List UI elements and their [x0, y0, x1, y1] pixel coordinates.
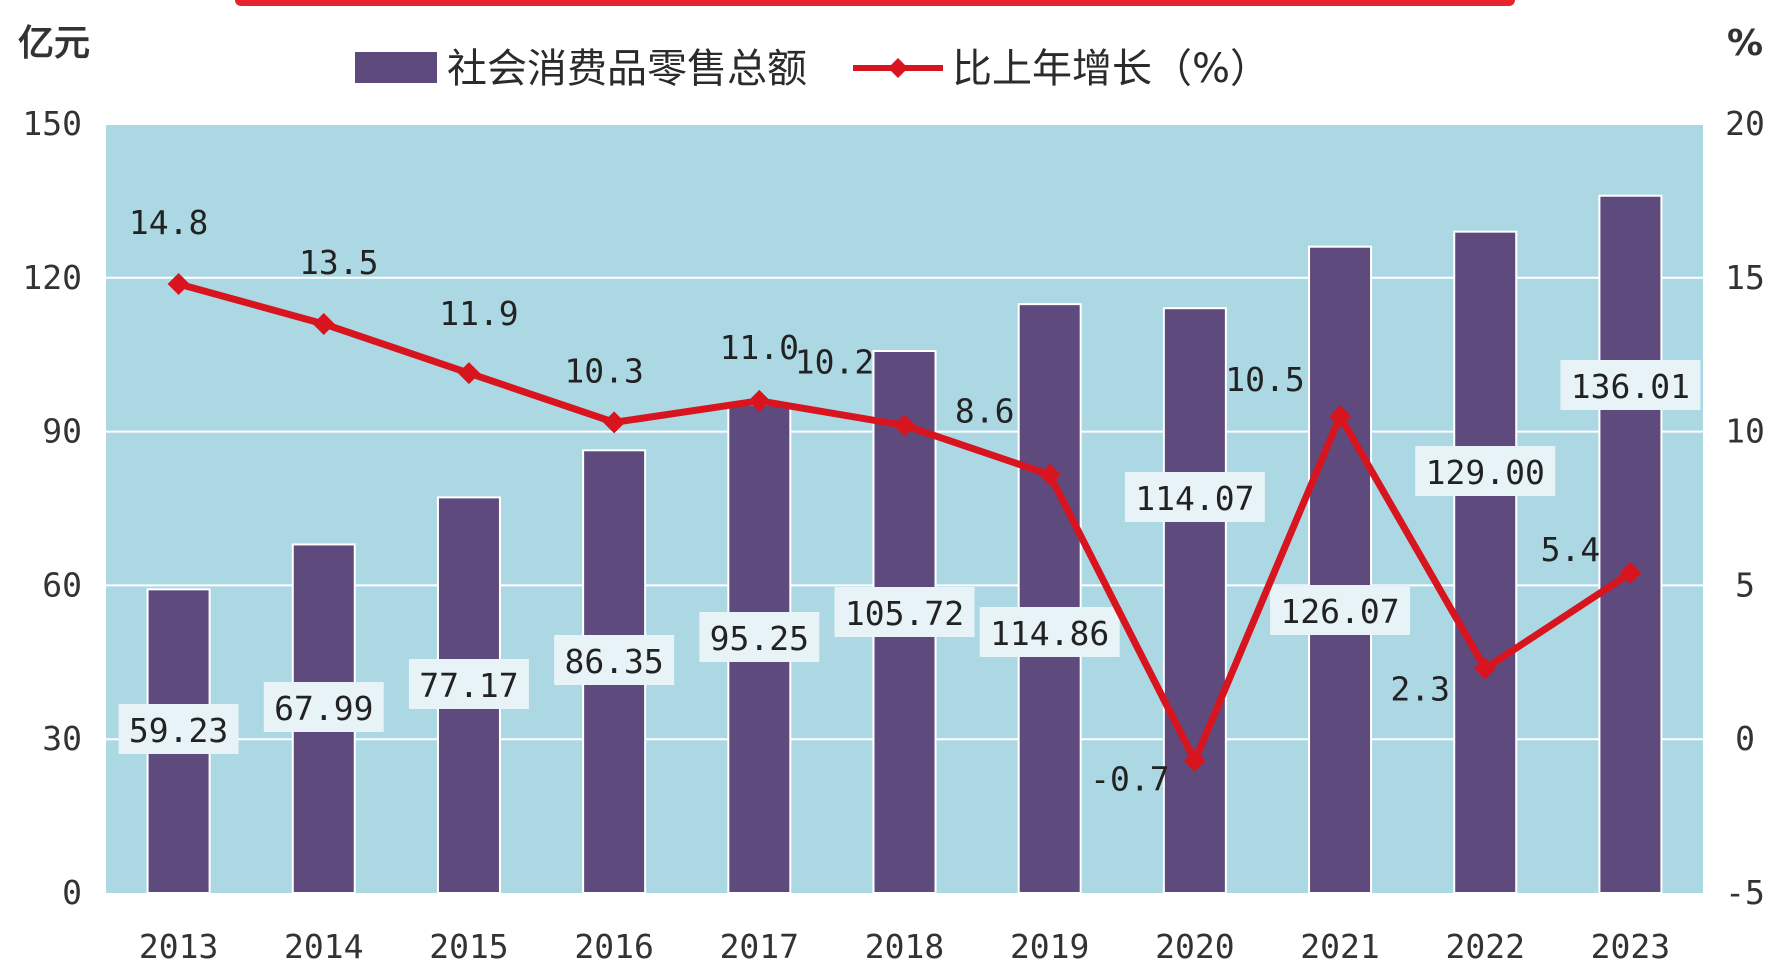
- growth-marker: [748, 389, 771, 412]
- bar-label-box: [1415, 446, 1556, 496]
- bar: [1017, 303, 1082, 894]
- growth-value-label: 5.4: [1541, 530, 1601, 569]
- right-tick-label: -5: [1725, 873, 1765, 912]
- left-axis-unit: 亿元: [18, 23, 90, 64]
- bar-label-box: [263, 682, 384, 732]
- bar-label-group: 77.17: [408, 659, 529, 709]
- growth-marker: [1329, 405, 1352, 428]
- growth-value-label: 10.2: [795, 342, 874, 381]
- bar-value-label: 114.07: [1135, 479, 1254, 518]
- growth-value-label: 2.3: [1390, 669, 1450, 708]
- growth-value-label: 10.5: [1225, 360, 1304, 399]
- growth-marker: [1474, 657, 1497, 680]
- bar-label-group: 129.00: [1415, 446, 1556, 496]
- x-tick-label: 2013: [139, 927, 218, 966]
- right-tick-label: 10: [1725, 412, 1765, 451]
- left-tick-label: 60: [42, 565, 82, 604]
- top-red-bar: [235, 0, 1515, 6]
- x-tick-label: 2016: [574, 927, 653, 966]
- growth-value-label: 11.0: [720, 328, 799, 367]
- bar-value-label: 136.01: [1571, 367, 1690, 406]
- bar: [1308, 245, 1373, 894]
- x-tick-label: 2021: [1300, 927, 1379, 966]
- growth-value-label: 13.5: [299, 243, 378, 282]
- bar-label-box: [1270, 585, 1411, 635]
- bar: [1598, 194, 1663, 895]
- bar-label-group: 114.07: [1124, 472, 1265, 522]
- x-tick-label: 2014: [284, 927, 363, 966]
- bar-label-group: 95.25: [699, 612, 820, 662]
- growth-labels: 14.8 13.5 11.9 10.3 11.010.2 8.6 -0.7 10.5 2.3 5.…: [129, 203, 1600, 799]
- legend: 社会消费品零售总额 比上年增长（%）: [355, 46, 1270, 92]
- bar-label-group: 114.86: [979, 607, 1120, 657]
- growth-marker: [167, 272, 190, 295]
- bar-label-box: [1124, 472, 1265, 522]
- left-tick-label: 30: [42, 719, 82, 758]
- legend-bar-swatch: [355, 52, 437, 83]
- bar-labels: 59.23 67.99 77.17 86.35 95.25 105.72 114.86 114…: [118, 360, 1701, 754]
- bar-value-label: 59.23: [129, 711, 228, 750]
- growth-marker: [1619, 562, 1642, 585]
- bar-value-label: 129.00: [1426, 453, 1545, 492]
- growth-marker: [603, 411, 626, 434]
- bar-label-group: 105.72: [834, 587, 975, 637]
- bar: [1162, 307, 1227, 895]
- bar: [1453, 230, 1518, 895]
- bar-value-label: 114.86: [990, 614, 1109, 653]
- x-tick-label: 2022: [1445, 927, 1524, 966]
- bar-label-box: [554, 635, 675, 685]
- x-tick-label: 2020: [1155, 927, 1234, 966]
- bar-value-label: 105.72: [845, 594, 964, 633]
- left-tick-label: 150: [22, 104, 82, 143]
- bar-label-box: [1560, 360, 1701, 410]
- legend-line-marker: [888, 58, 908, 78]
- bar-value-label: 77.17: [419, 666, 518, 705]
- bar-label-box: [834, 587, 975, 637]
- growth-value-label: 10.3: [564, 351, 643, 390]
- growth-markers: [167, 272, 1642, 772]
- bar-value-label: 126.07: [1280, 592, 1399, 631]
- bar-label-group: 126.07: [1270, 585, 1411, 635]
- growth-value-label: 11.9: [439, 294, 518, 333]
- bar-label-group: 136.01: [1560, 360, 1701, 410]
- right-tick-label: 5: [1735, 565, 1755, 604]
- growth-marker: [1038, 463, 1061, 486]
- right-axis-ticks: -5 0 5 10 15 20: [1725, 104, 1765, 912]
- bar-label-box: [979, 607, 1120, 657]
- growth-marker: [893, 414, 916, 437]
- x-axis-ticks: 2013 2014 2015 2016 2017 2018 2019 2020 2021 2022…: [139, 927, 1670, 966]
- x-tick-label: 2019: [1010, 927, 1089, 966]
- growth-value-label: 14.8: [129, 203, 208, 242]
- growth-marker: [312, 312, 335, 335]
- x-tick-label: 2018: [865, 927, 944, 966]
- bar-label-group: 59.23: [118, 704, 239, 754]
- bar-label-group: 67.99: [263, 682, 384, 732]
- right-axis-unit: %: [1727, 23, 1763, 64]
- right-tick-label: 0: [1735, 719, 1755, 758]
- legend-line-label: 比上年增长（%）: [952, 46, 1270, 92]
- growth-marker: [1183, 749, 1206, 772]
- x-tick-label: 2015: [429, 927, 508, 966]
- left-tick-label: 120: [22, 258, 82, 297]
- bar-label-box: [699, 612, 820, 662]
- bar-label-box: [408, 659, 529, 709]
- bar-value-label: 86.35: [564, 642, 663, 681]
- left-axis-ticks: 0 30 60 90 120 150: [22, 104, 82, 912]
- bar-value-label: 67.99: [274, 689, 373, 728]
- bar-label-box: [118, 704, 239, 754]
- growth-value-label: 8.6: [955, 392, 1015, 431]
- x-tick-label: 2023: [1591, 927, 1670, 966]
- legend-bar-label: 社会消费品零售总额: [447, 46, 807, 92]
- growth-value-label: -0.7: [1090, 760, 1169, 799]
- right-tick-label: 20: [1725, 104, 1765, 143]
- bar-label-group: 86.35: [554, 635, 675, 685]
- x-tick-label: 2017: [720, 927, 799, 966]
- growth-marker: [457, 362, 480, 385]
- bar-value-label: 95.25: [710, 619, 809, 658]
- right-tick-label: 15: [1725, 258, 1765, 297]
- left-tick-label: 90: [42, 412, 82, 451]
- left-tick-label: 0: [62, 873, 82, 912]
